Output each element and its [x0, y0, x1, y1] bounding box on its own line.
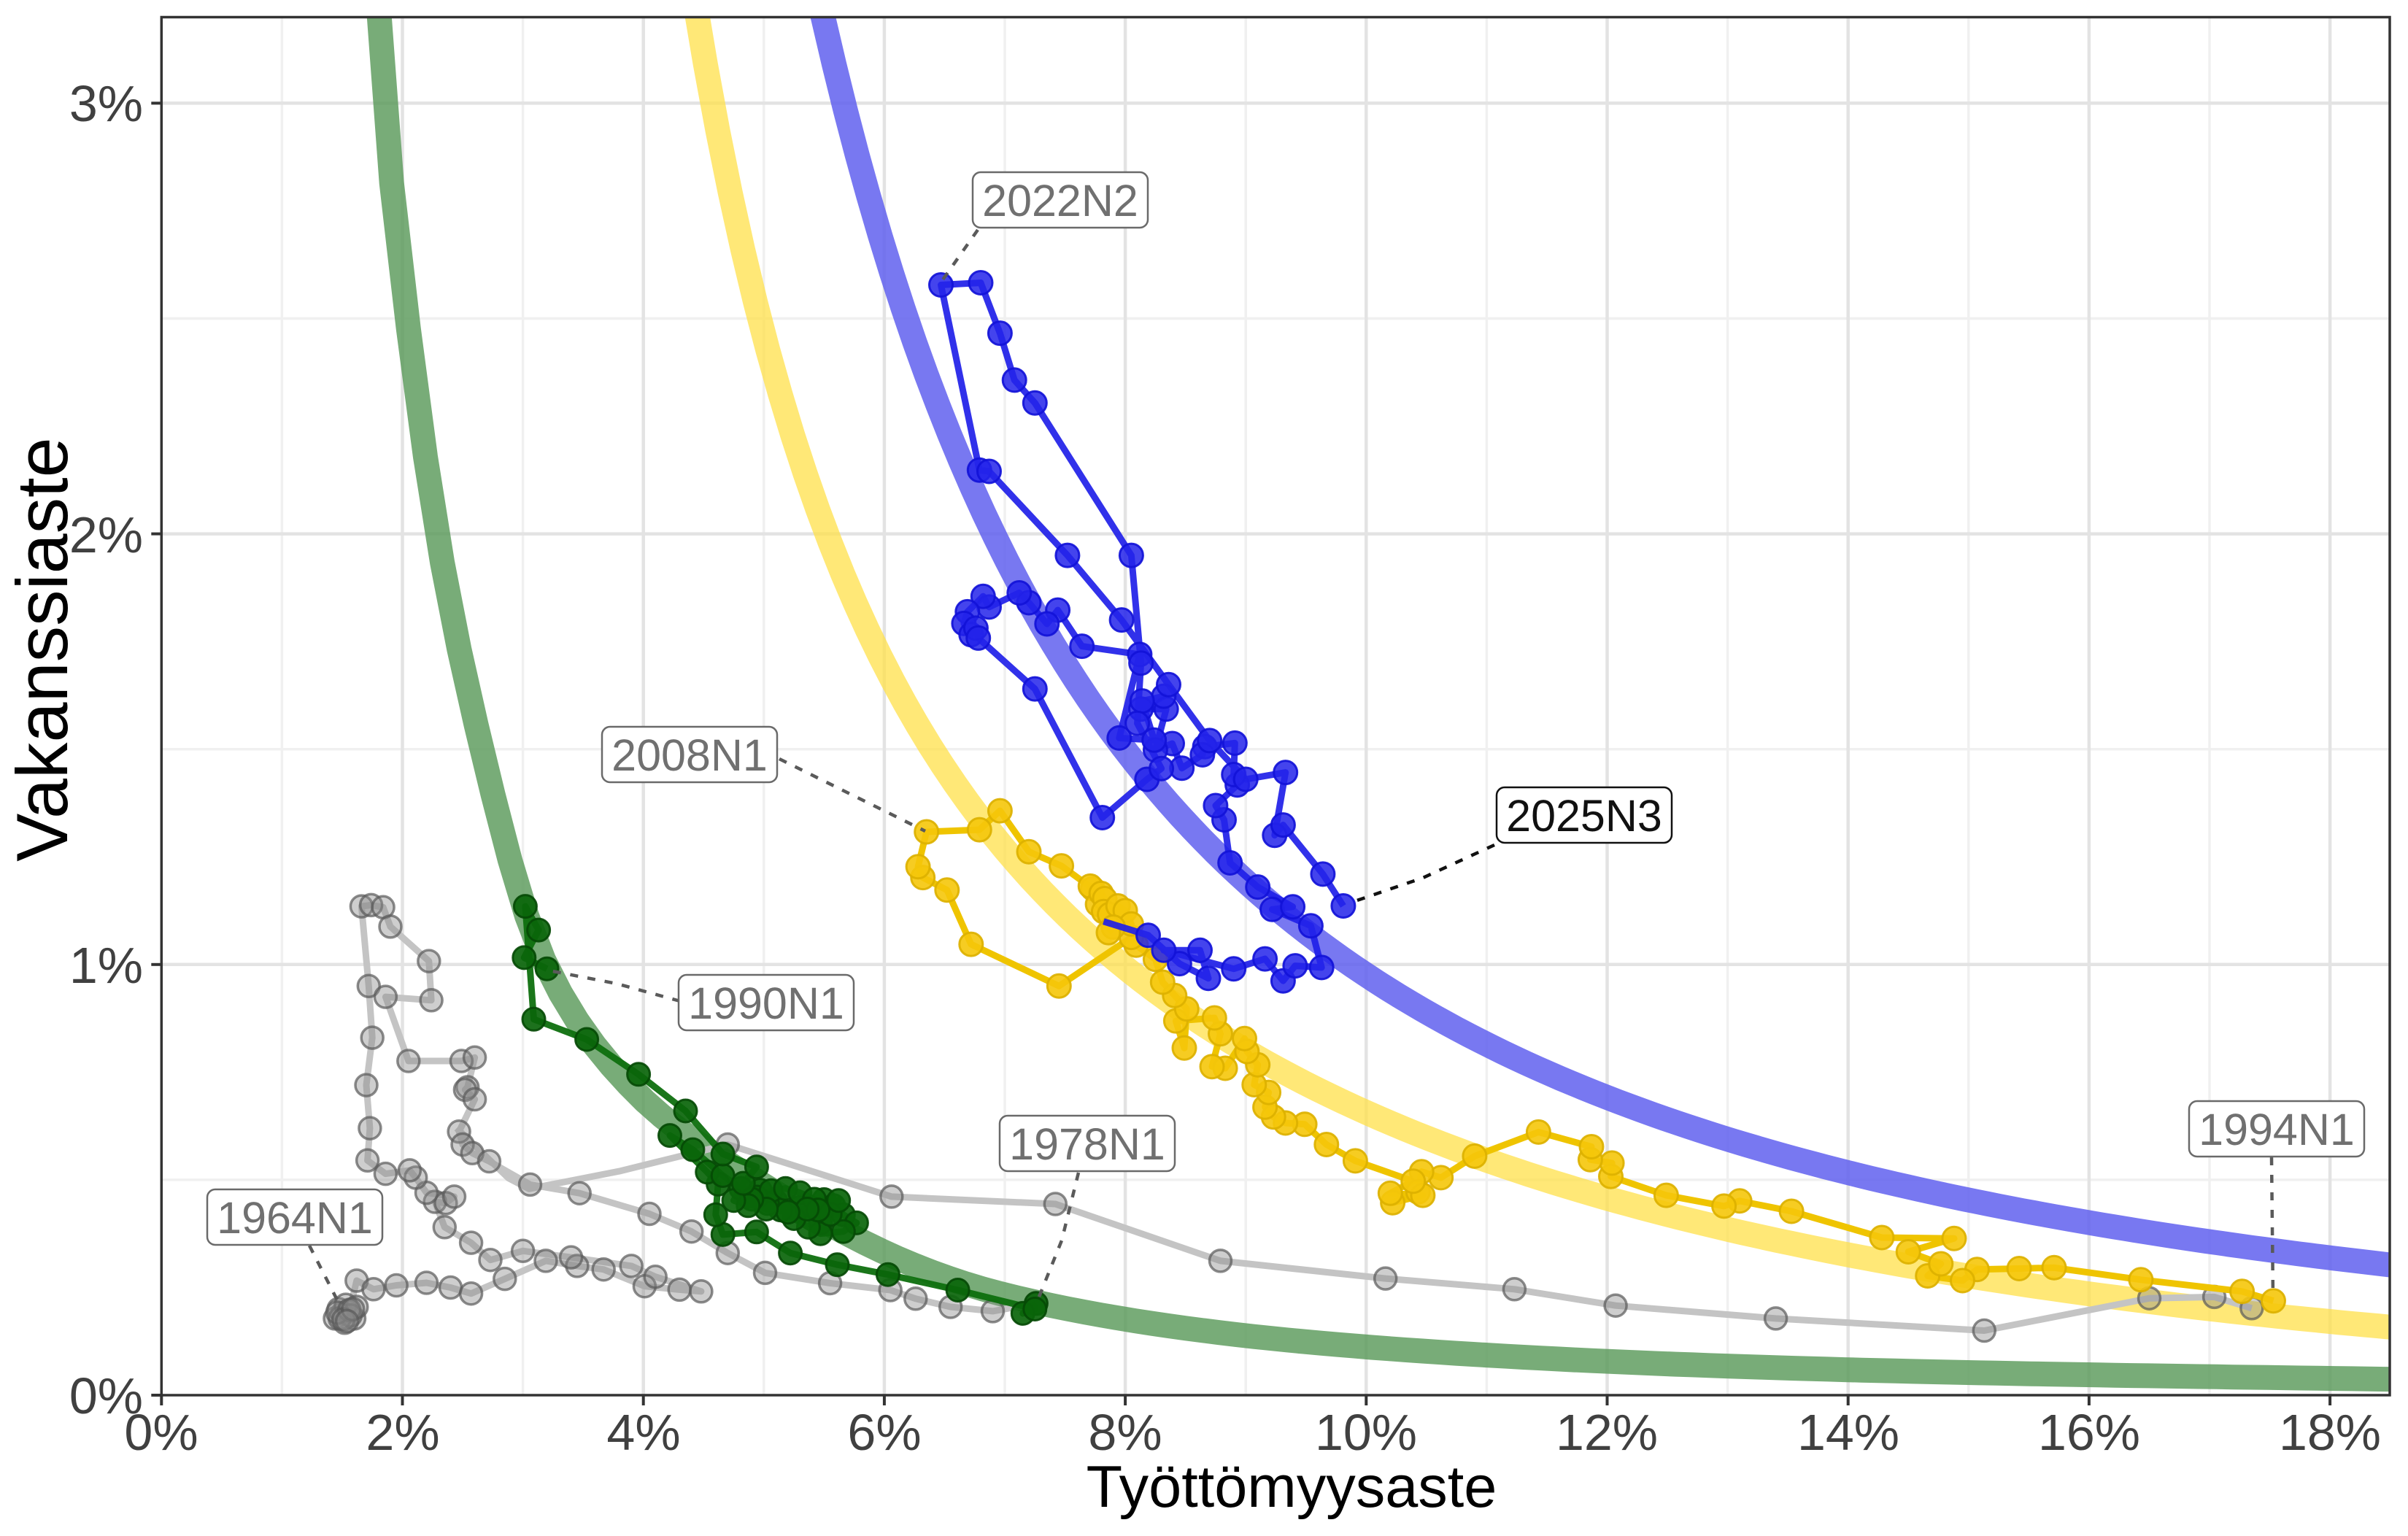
svg-text:0%: 0%	[124, 1404, 198, 1461]
svg-text:Vakanssiaste: Vakanssiaste	[1, 437, 82, 861]
svg-text:14%: 14%	[1797, 1404, 1899, 1461]
svg-text:2%: 2%	[366, 1404, 439, 1461]
svg-text:2025N3: 2025N3	[1506, 791, 1662, 841]
svg-text:2%: 2%	[69, 506, 143, 563]
svg-text:Työttömyysaste: Työttömyysaste	[1087, 1454, 1497, 1520]
svg-text:18%: 18%	[2279, 1404, 2381, 1461]
svg-text:8%: 8%	[1088, 1404, 1162, 1461]
svg-text:2008N1: 2008N1	[611, 730, 768, 780]
svg-text:6%: 6%	[847, 1404, 921, 1461]
svg-text:12%: 12%	[1556, 1404, 1658, 1461]
svg-text:2022N2: 2022N2	[982, 176, 1138, 225]
svg-text:0%: 0%	[69, 1367, 143, 1424]
svg-text:3%: 3%	[69, 75, 143, 132]
svg-text:1994N1: 1994N1	[2199, 1105, 2355, 1154]
svg-text:1964N1: 1964N1	[217, 1193, 373, 1243]
svg-text:4%: 4%	[606, 1404, 680, 1461]
svg-text:1978N1: 1978N1	[1009, 1119, 1165, 1169]
svg-text:1990N1: 1990N1	[688, 979, 844, 1028]
svg-text:1%: 1%	[69, 937, 143, 994]
svg-text:16%: 16%	[2038, 1404, 2140, 1461]
svg-text:10%: 10%	[1315, 1404, 1417, 1461]
